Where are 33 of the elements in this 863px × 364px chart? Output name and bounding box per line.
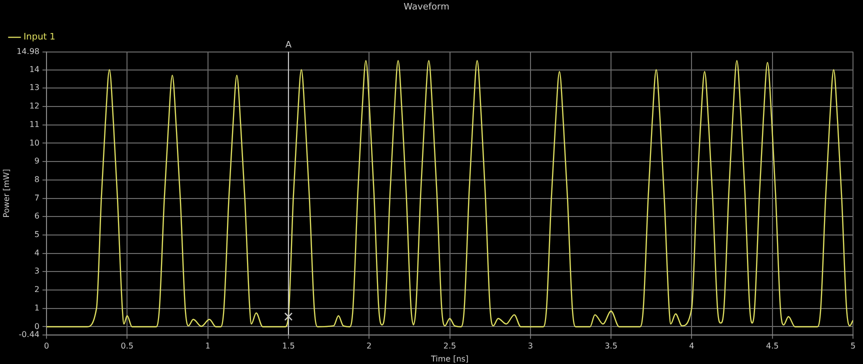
y-tick-label: 2 xyxy=(34,285,40,294)
x-tick-label: 4 xyxy=(689,342,694,351)
x-tick-label: 1.5 xyxy=(282,342,295,351)
y-tick-label: 13 xyxy=(29,83,40,92)
y-tick-label: 14.98 xyxy=(16,46,40,56)
x-axis-title: Time [ns] xyxy=(430,354,469,364)
y-tick-label: 11 xyxy=(29,120,40,129)
x-tick-label: 2.5 xyxy=(443,342,456,351)
y-tick-label: 5 xyxy=(34,230,40,240)
ref-line-label: A xyxy=(285,40,292,51)
chart-title: Waveform xyxy=(404,2,450,13)
legend-label: Input 1 xyxy=(24,32,56,43)
x-tick-label: 3 xyxy=(528,342,533,351)
x-tick-label: 2 xyxy=(366,342,372,351)
y-tick-label: -0.44 xyxy=(18,330,40,339)
x-tick-label: 0.5 xyxy=(120,342,134,351)
y-tick-label: 6 xyxy=(34,212,40,221)
x-tick-label: 4.5 xyxy=(766,342,779,351)
x-tick-label: 0 xyxy=(44,342,50,351)
y-tick-label: 0 xyxy=(34,322,40,331)
y-tick-label: 3 xyxy=(34,266,40,276)
x-tick-label: 3.5 xyxy=(604,342,618,351)
y-tick-label: 12 xyxy=(29,102,40,111)
y-tick-label: 14 xyxy=(29,64,40,74)
y-tick-label: 9 xyxy=(34,156,40,166)
x-tick-label: 5 xyxy=(850,342,856,351)
y-tick-label: 1 xyxy=(34,303,40,312)
y-tick-label: 7 xyxy=(34,193,40,202)
y-tick-label: 4 xyxy=(34,248,40,258)
x-tick-label: 1 xyxy=(205,342,210,351)
y-axis-title: Power [mW] xyxy=(2,168,11,218)
y-tick-label: 8 xyxy=(34,174,40,184)
y-tick-label: 10 xyxy=(29,138,40,148)
